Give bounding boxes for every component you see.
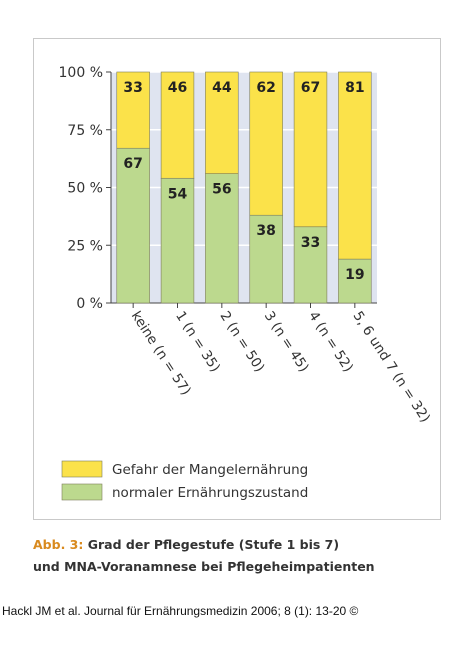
bar-segment xyxy=(249,214,283,304)
data-label: 46 xyxy=(168,80,187,96)
data-label: 81 xyxy=(345,80,364,96)
y-tick-label: 75 % xyxy=(67,123,103,139)
legend-swatch xyxy=(61,483,103,501)
data-label: 54 xyxy=(168,186,188,202)
source-citation: Hackl JM et al. Journal für Ernährungsme… xyxy=(2,604,359,618)
bar-segment xyxy=(205,173,239,304)
caption-line1: Grad der Pflegestufe (Stufe 1 bis 7) xyxy=(87,537,340,552)
figure-caption: Abb. 3: Grad der Pflegestufe (Stufe 1 bi… xyxy=(33,534,453,578)
caption-lead: Abb. 3: xyxy=(33,537,84,552)
data-label: 62 xyxy=(256,80,275,96)
x-tick-label: 4 (n = 52) xyxy=(305,308,356,375)
data-label: 67 xyxy=(301,80,320,96)
x-tick-label: 3 (n = 45) xyxy=(261,308,312,375)
data-label: 38 xyxy=(256,223,275,239)
y-tick-label: 100 % xyxy=(59,65,103,81)
data-label: 44 xyxy=(212,80,232,96)
legend-label: Gefahr der Mangelernährung xyxy=(112,462,308,478)
data-label: 19 xyxy=(345,267,364,283)
x-tick-label: 2 (n = 50) xyxy=(216,308,267,375)
caption-line2: und MNA-Voranamnese bei Pflegeheimpatien… xyxy=(33,559,375,574)
bar-segment xyxy=(205,71,239,174)
y-tick-label: 25 % xyxy=(67,238,103,254)
bar-segment xyxy=(249,71,283,216)
data-label: 33 xyxy=(123,80,142,96)
bar-segment xyxy=(116,147,150,304)
legend-label: normaler Ernährungszustand xyxy=(112,485,308,501)
bar-segment xyxy=(160,71,195,179)
legend-swatch xyxy=(61,460,103,478)
y-tick-label: 50 % xyxy=(67,181,103,197)
bar-segment xyxy=(293,226,328,304)
bar-segment xyxy=(338,71,372,260)
y-tick-label: 0 % xyxy=(76,296,103,312)
x-tick-label: 5, 6 und 7 (n = 32) xyxy=(349,308,433,425)
data-label: 56 xyxy=(212,182,231,198)
chart-frame: 0 % 25 % 50 % 75 % 100 % 67 33 keine (n = 57) 54… xyxy=(33,38,441,520)
x-tick-label: 1 (n = 35) xyxy=(172,308,223,375)
data-label: 67 xyxy=(123,156,142,172)
bar-segment xyxy=(116,71,150,149)
bar-segment xyxy=(338,258,372,304)
bar-segment xyxy=(293,71,328,228)
data-label: 33 xyxy=(301,235,320,251)
